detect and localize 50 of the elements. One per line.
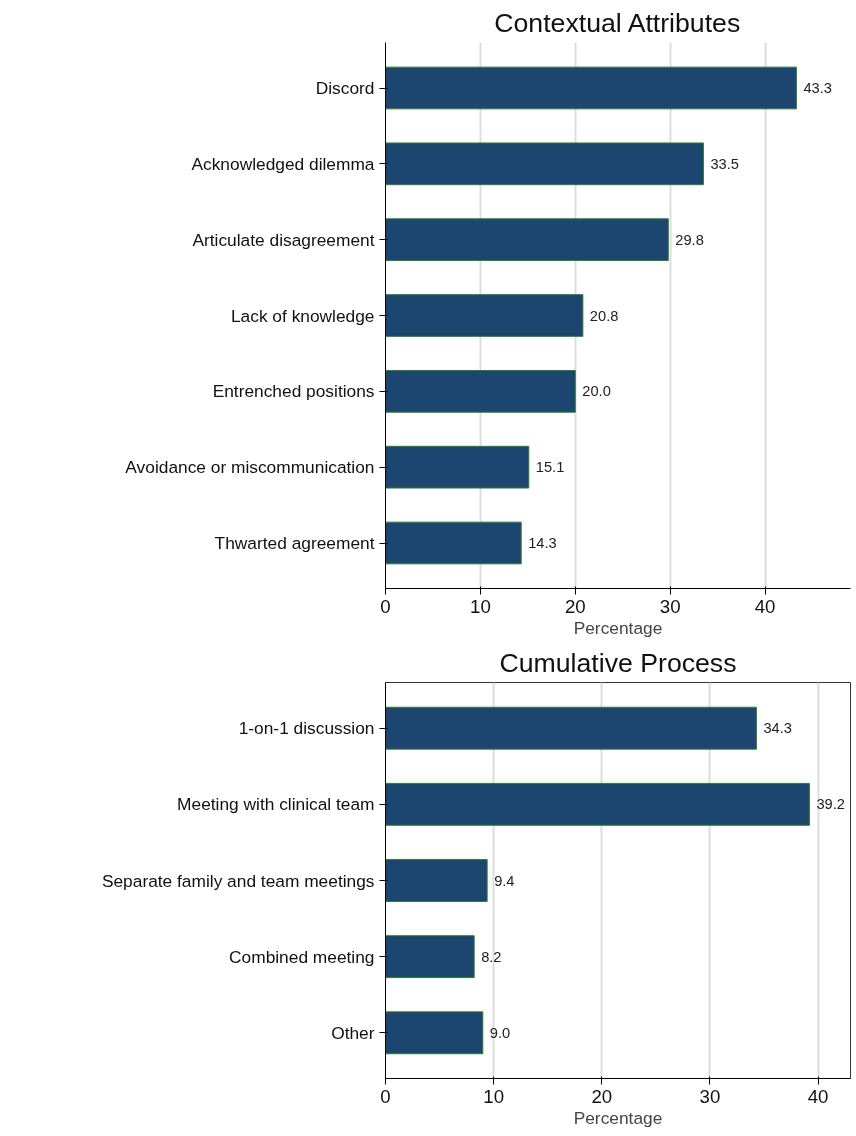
y-tick-label: Avoidance or miscommunication (125, 457, 375, 478)
x-tick-label: 0 (380, 1085, 391, 1107)
x-tick-label: 0 (380, 595, 391, 617)
data-label: 39.2 (816, 796, 845, 813)
data-label: 8.2 (481, 948, 502, 965)
data-label: 15.1 (535, 459, 565, 476)
bar (385, 521, 522, 565)
bar (385, 445, 530, 489)
bar (385, 218, 669, 262)
y-tick-label: Discord (315, 78, 375, 98)
bar (385, 142, 704, 186)
data-label: 9.4 (494, 872, 515, 889)
chart-title: Contextual Attributes (494, 7, 741, 38)
y-tick-label: Entrenched positions (212, 381, 375, 402)
data-label: 20.0 (582, 383, 611, 400)
x-tick-label: 40 (807, 1085, 829, 1107)
data-label: 33.5 (710, 155, 739, 172)
x-tick-label: 20 (564, 595, 586, 617)
y-tick-label: Acknowledged dilemma (191, 153, 375, 174)
data-label: 43.3 (803, 80, 832, 96)
y-tick-label: 1-on-1 discussion (238, 718, 375, 739)
bar (385, 369, 576, 413)
y-tick-label: Combined meeting (229, 946, 375, 967)
data-label: 9.0 (489, 1024, 511, 1041)
x-tick-label: 20 (591, 1085, 613, 1107)
y-tick-label: Articulate disagreement (192, 229, 375, 250)
y-tick-label: Thwarted agreement (214, 533, 375, 553)
bar (385, 935, 475, 979)
data-label: 14.3 (528, 535, 557, 551)
x-axis-title: Percentage (573, 1107, 663, 1128)
bar (385, 859, 488, 902)
x-tick-label: 10 (483, 1085, 505, 1107)
bar (385, 1011, 484, 1055)
bar (385, 66, 797, 110)
bar (385, 782, 810, 826)
x-tick-label: 30 (659, 595, 681, 617)
y-tick-label: Lack of knowledge (230, 305, 375, 326)
data-label: 34.3 (763, 720, 792, 737)
x-axis-title: Percentage (573, 617, 663, 638)
x-tick-label: 30 (699, 1085, 721, 1107)
chart-title: Cumulative Process (499, 647, 737, 678)
bar (385, 706, 757, 750)
y-tick-label: Separate family and team meetings (101, 870, 375, 891)
x-tick-label: 40 (754, 595, 776, 617)
bar (385, 294, 584, 337)
x-tick-label: 10 (470, 595, 491, 617)
y-tick-label: Meeting with clinical team (177, 794, 375, 815)
data-label: 29.8 (675, 231, 704, 248)
y-tick-label: Other (331, 1022, 375, 1043)
data-label: 20.8 (589, 307, 619, 324)
